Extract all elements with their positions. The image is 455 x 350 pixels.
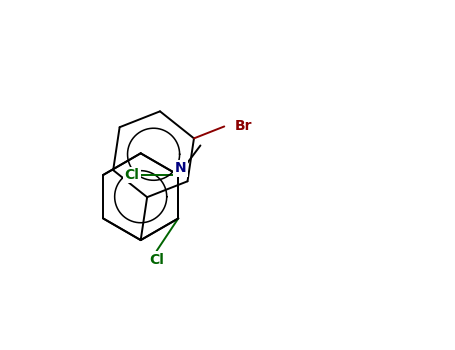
Text: N: N bbox=[175, 161, 186, 175]
Text: Br: Br bbox=[235, 119, 253, 133]
Text: Cl: Cl bbox=[149, 253, 164, 267]
Text: Cl: Cl bbox=[124, 168, 139, 182]
